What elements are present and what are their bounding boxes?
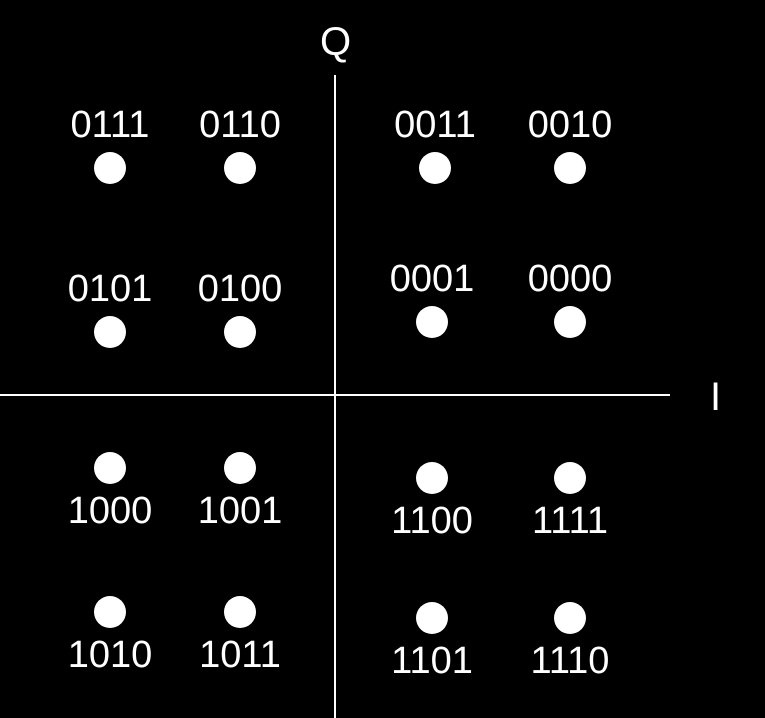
point-dot <box>94 452 126 484</box>
i-axis-line <box>0 394 670 396</box>
point-dot <box>416 462 448 494</box>
point-label: 1000 <box>68 490 153 533</box>
point-dot <box>554 462 586 494</box>
q-axis-label: Q <box>320 20 351 65</box>
constellation-diagram: Q I 0111 0110 0011 0010 0101 0100 0001 0000 1000… <box>0 0 765 718</box>
point-dot <box>94 596 126 628</box>
q-axis-line <box>334 75 336 718</box>
point-label: 0001 <box>390 258 475 301</box>
point-dot <box>554 152 586 184</box>
point-label: 0101 <box>68 268 153 311</box>
point-dot <box>224 596 256 628</box>
point-label: 1001 <box>198 490 283 533</box>
point-label: 0111 <box>71 104 150 147</box>
point-label: 1111 <box>532 500 608 543</box>
point-label: 1100 <box>391 500 473 543</box>
point-label: 1110 <box>531 640 610 683</box>
i-axis-label: I <box>710 375 721 420</box>
point-dot <box>224 452 256 484</box>
point-label: 0011 <box>394 104 476 147</box>
point-label: 1011 <box>199 634 281 677</box>
point-dot <box>94 152 126 184</box>
point-dot <box>224 152 256 184</box>
point-label: 1010 <box>68 634 153 677</box>
point-dot <box>224 316 256 348</box>
point-dot <box>419 152 451 184</box>
point-dot <box>554 602 586 634</box>
point-dot <box>416 306 448 338</box>
point-dot <box>554 306 586 338</box>
point-label: 1101 <box>391 640 473 683</box>
point-label: 0100 <box>198 268 283 311</box>
point-label: 0010 <box>528 104 613 147</box>
point-dot <box>416 602 448 634</box>
point-dot <box>94 316 126 348</box>
point-label: 0110 <box>199 104 281 147</box>
point-label: 0000 <box>528 258 613 301</box>
